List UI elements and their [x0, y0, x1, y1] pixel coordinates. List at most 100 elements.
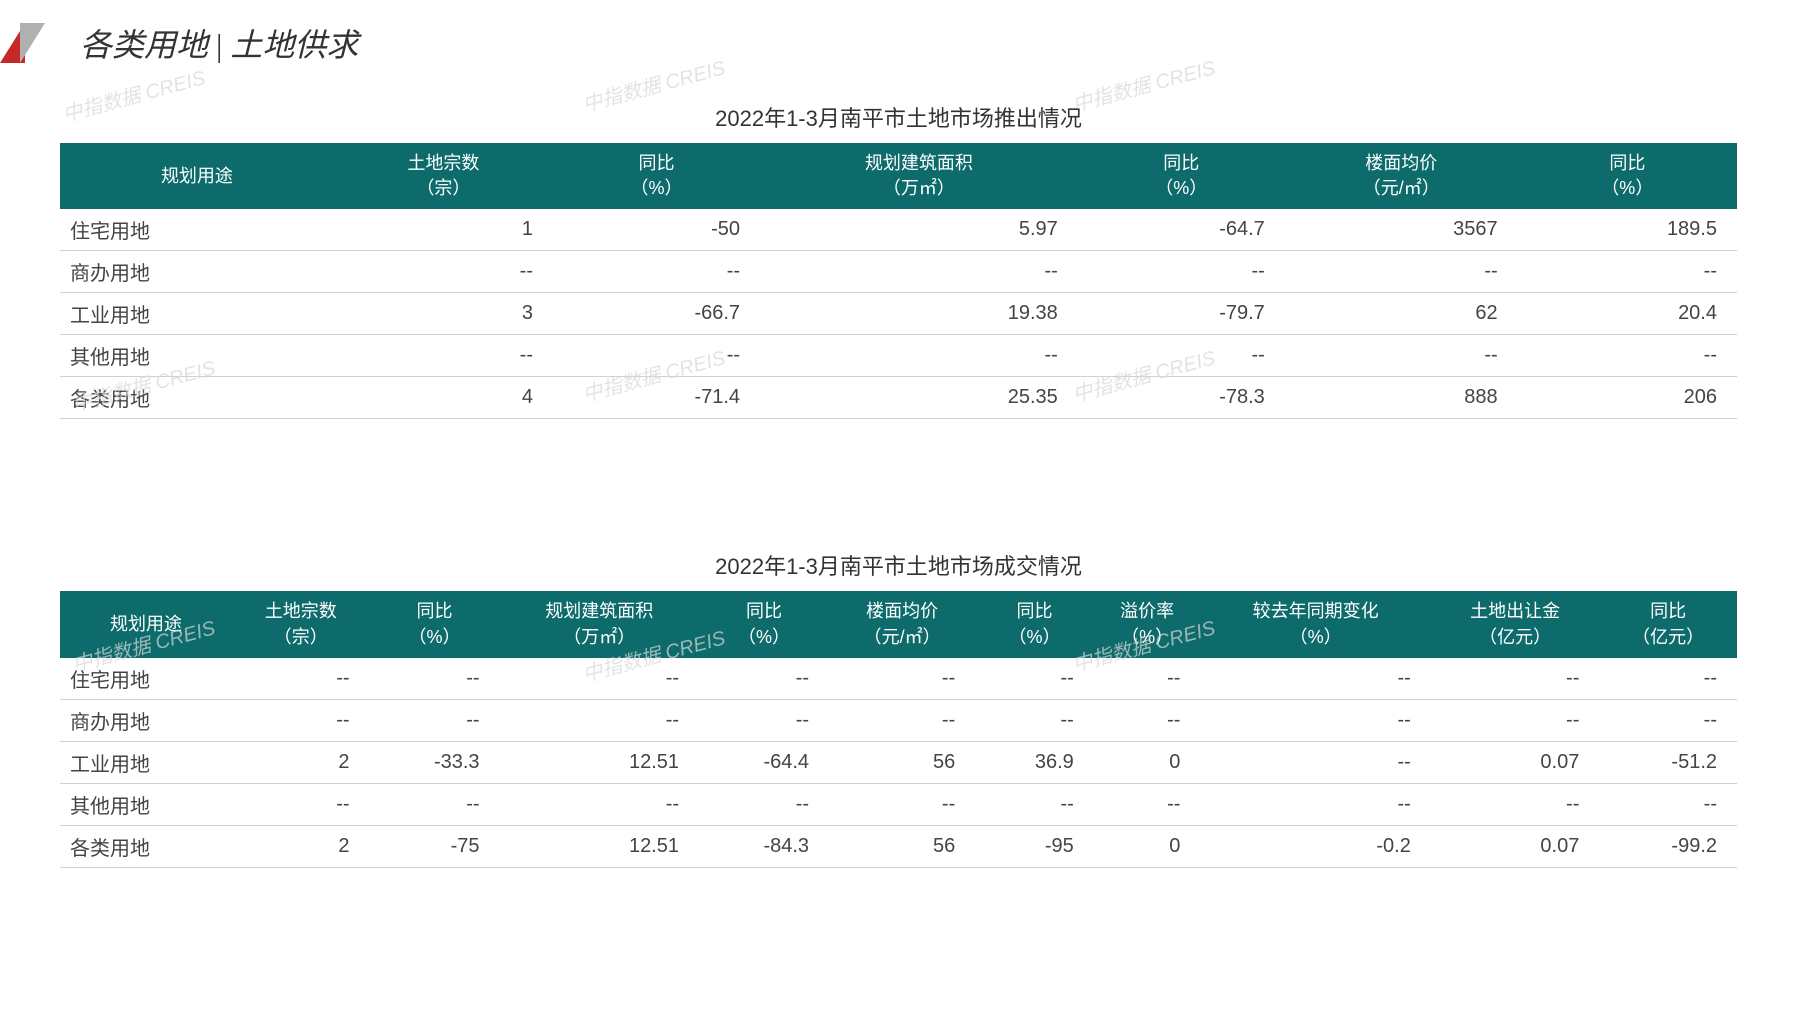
table1-col-1: 土地宗数（宗）	[334, 143, 553, 209]
table2-col-3-line2: （万㎡）	[504, 625, 695, 650]
table2-cell: 其他用地	[60, 783, 232, 825]
table2-cell: --	[975, 658, 1094, 700]
table2-cell: --	[1599, 783, 1737, 825]
table2-cell: --	[500, 699, 699, 741]
table2-cell: -0.2	[1200, 825, 1430, 867]
table1-cell: --	[1078, 335, 1285, 377]
table1-cell: 3567	[1285, 209, 1518, 251]
table1-cell: 5.97	[760, 209, 1078, 251]
table1-col-5-line2: （元/㎡）	[1289, 176, 1514, 201]
title-divider: |	[216, 27, 222, 64]
table1-col-6-line2: （%）	[1522, 176, 1733, 201]
table2-cell: --	[1200, 658, 1430, 700]
table2-col-9-line1: 土地出让金	[1435, 599, 1596, 624]
title-left: 各类用地	[80, 27, 208, 63]
table2-cell: 2	[232, 741, 370, 783]
table1-cell: 1	[334, 209, 553, 251]
table2-cell: 12.51	[500, 741, 699, 783]
table1-body: 住宅用地1-505.97-64.73567189.5商办用地----------…	[60, 209, 1737, 419]
table1: 规划用途土地宗数（宗）同比（%）规划建筑面积（万㎡）同比（%）楼面均价（元/㎡）…	[60, 143, 1737, 419]
table1-cell: 住宅用地	[60, 209, 334, 251]
table1-cell: --	[1285, 251, 1518, 293]
table1-cell: --	[553, 251, 760, 293]
table2-row: 其他用地--------------------	[60, 783, 1737, 825]
table1-cell: 工业用地	[60, 293, 334, 335]
table2-cell: 36.9	[975, 741, 1094, 783]
table1-col-1-line2: （宗）	[338, 176, 549, 201]
table2-cell: --	[975, 783, 1094, 825]
table1-cell: 25.35	[760, 377, 1078, 419]
table1-cell: 888	[1285, 377, 1518, 419]
table1-row: 商办用地------------	[60, 251, 1737, 293]
table2-cell: -99.2	[1599, 825, 1737, 867]
table2-cell: 56	[829, 741, 975, 783]
table1-cell: --	[334, 335, 553, 377]
table1-row: 工业用地3-66.719.38-79.76220.4	[60, 293, 1737, 335]
table1-section: 2022年1-3月南平市土地市场推出情况 规划用途土地宗数（宗）同比（%）规划建…	[60, 101, 1737, 419]
page-title: 各类用地|土地供求	[80, 20, 358, 66]
table2-col-5: 楼面均价（元/㎡）	[829, 591, 975, 657]
table2-cell: -75	[370, 825, 500, 867]
table1-cell: 206	[1518, 377, 1737, 419]
table2-cell: -33.3	[370, 741, 500, 783]
table2-col-2-line2: （%）	[374, 625, 496, 650]
table1-col-4-line1: 同比	[1082, 151, 1281, 176]
table1-cell: 62	[1285, 293, 1518, 335]
table2-col-4: 同比（%）	[699, 591, 829, 657]
table2-cell: --	[370, 699, 500, 741]
table2-cell: 2	[232, 825, 370, 867]
table2-col-1-line2: （宗）	[236, 625, 366, 650]
table2-header-row: 规划用途土地宗数（宗）同比（%）规划建筑面积（万㎡）同比（%）楼面均价（元/㎡）…	[60, 591, 1737, 657]
table1-cell: --	[1285, 335, 1518, 377]
table2-col-9: 土地出让金（亿元）	[1431, 591, 1600, 657]
table1-cell: -50	[553, 209, 760, 251]
table2-cell: 0.07	[1431, 741, 1600, 783]
table2-cell: --	[699, 658, 829, 700]
table1-cell: --	[1518, 251, 1737, 293]
table2-cell: --	[370, 658, 500, 700]
table1-cell: 商办用地	[60, 251, 334, 293]
table2-cell: --	[1200, 783, 1430, 825]
table2-cell: --	[1094, 658, 1201, 700]
table1-cell: 3	[334, 293, 553, 335]
table1-row: 各类用地4-71.425.35-78.3888206	[60, 377, 1737, 419]
table2-cell: --	[232, 783, 370, 825]
table2-cell: --	[699, 783, 829, 825]
table2-cell: --	[1431, 783, 1600, 825]
table1-cell: -66.7	[553, 293, 760, 335]
table2-cell: 0	[1094, 825, 1201, 867]
table1-cell: --	[760, 335, 1078, 377]
table2-cell: --	[1431, 658, 1600, 700]
table1-col-1-line1: 土地宗数	[338, 151, 549, 176]
table1-cell: -71.4	[553, 377, 760, 419]
table2-col-10-line1: 同比	[1603, 599, 1733, 624]
table1-cell: 各类用地	[60, 377, 334, 419]
table1-col-6-line1: 同比	[1522, 151, 1733, 176]
table2-cell: --	[1200, 741, 1430, 783]
table2-col-5-line2: （元/㎡）	[833, 625, 971, 650]
table2-row: 商办用地--------------------	[60, 699, 1737, 741]
table2: 规划用途土地宗数（宗）同比（%）规划建筑面积（万㎡）同比（%）楼面均价（元/㎡）…	[60, 591, 1737, 867]
table2-cell: --	[1094, 699, 1201, 741]
table2-cell: --	[1200, 699, 1430, 741]
table2-cell: --	[500, 658, 699, 700]
table2-col-10: 同比（亿元）	[1599, 591, 1737, 657]
table2-col-3-line1: 规划建筑面积	[504, 599, 695, 624]
table1-cell: --	[760, 251, 1078, 293]
table2-cell: --	[1431, 699, 1600, 741]
table1-row: 住宅用地1-505.97-64.73567189.5	[60, 209, 1737, 251]
table1-cell: --	[334, 251, 553, 293]
table2-col-4-line1: 同比	[703, 599, 825, 624]
table2-cell: --	[829, 699, 975, 741]
table2-cell: 住宅用地	[60, 658, 232, 700]
table2-col-6-line2: （%）	[979, 625, 1090, 650]
table1-cell: --	[1078, 251, 1285, 293]
table2-cell: --	[975, 699, 1094, 741]
table2-cell: 工业用地	[60, 741, 232, 783]
table2-col-1: 土地宗数（宗）	[232, 591, 370, 657]
table1-col-3-line1: 规划建筑面积	[764, 151, 1074, 176]
table1-col-2: 同比（%）	[553, 143, 760, 209]
page-header: 各类用地|土地供求	[0, 0, 1797, 76]
table2-col-1-line1: 土地宗数	[236, 599, 366, 624]
table2-cell: --	[829, 658, 975, 700]
